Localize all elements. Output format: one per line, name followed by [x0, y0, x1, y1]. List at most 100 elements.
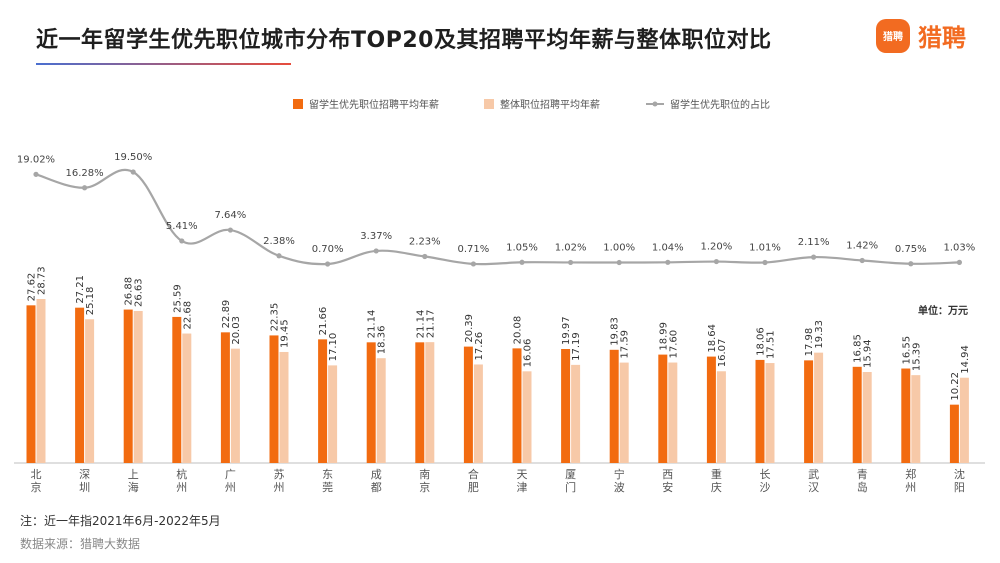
ratio-label: 1.03% [944, 242, 976, 253]
category-label-char: 厦 [565, 468, 576, 481]
category-label-char: 杭 [176, 467, 187, 481]
ratio-point [179, 238, 185, 244]
bar-overseas [901, 368, 911, 463]
category-label-char: 上 [128, 468, 139, 481]
ratio-point [82, 185, 88, 191]
bar-value-overseas: 17.98 [804, 328, 815, 357]
bar-overseas [609, 349, 619, 463]
bar-overseas [463, 346, 473, 463]
ratio-label: 0.70% [312, 244, 344, 255]
ratio-label: 5.41% [166, 221, 198, 232]
bar-overseas [172, 316, 182, 463]
ratio-point [276, 253, 282, 259]
category-label-char: 长 [760, 468, 771, 481]
bar-value-overall: 18.36 [377, 326, 388, 355]
bar-value-overseas: 18.06 [756, 327, 767, 356]
bar-overseas [366, 342, 376, 463]
bar-overall [814, 352, 824, 463]
category-label-char: 阳 [954, 481, 965, 494]
bar-value-overall: 25.18 [85, 287, 96, 316]
bar-overseas [949, 404, 959, 463]
bar-value-overseas: 20.08 [513, 316, 524, 345]
ratio-point [859, 257, 865, 264]
bar-value-overall: 19.45 [280, 319, 291, 348]
title-underline [36, 63, 291, 65]
legend-swatch-overall [484, 99, 494, 109]
bar-overall [911, 375, 921, 463]
bar-overall [668, 362, 678, 463]
category-label-char: 州 [274, 481, 285, 494]
category-label-char: 海 [128, 480, 139, 494]
category-label-char: 波 [614, 481, 625, 494]
bar-value-overseas: 26.88 [124, 277, 135, 306]
bar-value-overseas: 20.39 [464, 314, 475, 343]
bar-overall [619, 362, 629, 463]
bar-overseas [318, 339, 328, 463]
category-label-char: 州 [176, 481, 187, 494]
ratio-point [519, 259, 525, 265]
ratio-label: 1.01% [749, 242, 781, 253]
ratio-point [811, 254, 817, 260]
ratio-point [422, 253, 428, 260]
category-label-char: 苏 [274, 468, 285, 481]
legend-label-overseas: 留学生优先职位招聘平均年薪 [309, 98, 439, 111]
bar-value-overseas: 18.99 [658, 322, 669, 351]
ratio-label: 19.50% [114, 152, 152, 163]
category-label-char: 津 [517, 481, 528, 494]
category-label-char: 京 [31, 480, 42, 494]
bar-overseas [755, 359, 765, 463]
bar-value-overall: 17.60 [668, 330, 679, 359]
ratio-label: 7.64% [215, 210, 247, 221]
category-label-char: 广 [225, 468, 236, 481]
ratio-label: 1.02% [555, 242, 587, 253]
bar-value-overall: 28.73 [37, 266, 48, 295]
ratio-label: 1.42% [846, 240, 878, 251]
category-label-char: 沈 [954, 467, 965, 481]
ratio-label: 19.02% [17, 154, 55, 165]
ratio-point [616, 259, 622, 266]
category-label-char: 郑 [905, 467, 916, 481]
liepin-logo: 猎聘 猎聘 [876, 18, 966, 53]
bar-value-overseas: 19.97 [561, 316, 572, 345]
bar-overseas [415, 342, 425, 463]
bar-overseas [123, 309, 133, 463]
bar-value-overall: 26.63 [134, 278, 145, 307]
category-label-char: 沙 [760, 481, 771, 494]
bar-value-overall: 15.94 [863, 339, 874, 368]
ratio-point [470, 261, 476, 267]
bar-value-overall: 16.07 [717, 339, 728, 368]
bar-overall [182, 333, 192, 463]
bar-overseas [852, 366, 862, 463]
category-label-char: 北 [31, 468, 42, 481]
category-label-char: 门 [565, 480, 576, 494]
bar-overseas [658, 354, 668, 463]
bar-value-overall: 15.39 [911, 343, 922, 372]
category-label-char: 庆 [711, 480, 722, 494]
category-label-char: 青 [857, 468, 868, 481]
bar-overall [230, 348, 240, 463]
bar-value-overall: 17.59 [620, 330, 631, 359]
ratio-point [568, 259, 574, 266]
bar-value-overall: 21.17 [425, 310, 436, 339]
bar-value-overall: 17.10 [328, 333, 339, 362]
legend-label-ratio: 留学生优先职位的占比 [670, 98, 770, 111]
ratio-point [373, 248, 379, 254]
bar-value-overall: 19.33 [814, 320, 825, 349]
ratio-point [908, 261, 914, 267]
category-label-char: 宁 [614, 467, 625, 481]
category-label-char: 州 [905, 481, 916, 494]
ratio-point [33, 171, 39, 177]
bar-overseas [26, 305, 36, 463]
ratio-label: 1.00% [603, 243, 635, 254]
bar-overseas [561, 349, 571, 463]
bar-value-overseas: 19.83 [610, 317, 621, 346]
legend-marker-ratio [652, 101, 658, 107]
category-label-char: 州 [225, 481, 236, 494]
bar-value-overall: 17.51 [766, 330, 777, 359]
category-label-char: 肥 [468, 481, 479, 494]
bar-value-overall: 16.06 [523, 339, 534, 368]
ratio-label: 16.28% [66, 168, 104, 179]
legend-swatch-overseas [293, 99, 303, 109]
bar-value-overseas: 21.14 [367, 310, 378, 339]
bar-overall [133, 310, 143, 463]
